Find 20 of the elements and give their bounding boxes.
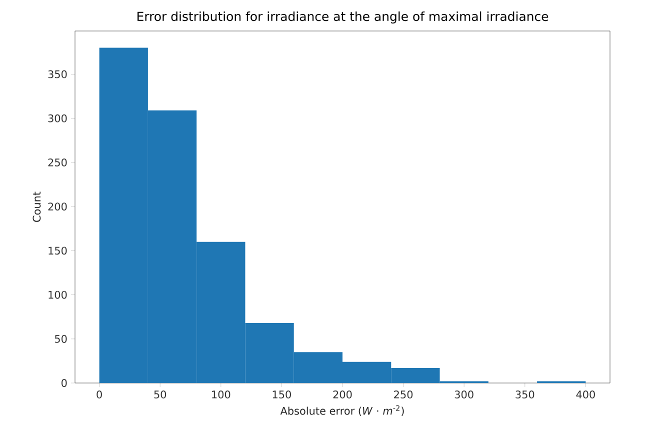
- x-tick-label: 50: [154, 390, 166, 398]
- x-tick-label: 200: [333, 390, 352, 398]
- x-tick-label: 300: [454, 390, 474, 398]
- x-tick-label: 0: [96, 390, 102, 398]
- x-tick-label: 100: [212, 390, 230, 398]
- x-tick-label: 350: [516, 390, 534, 398]
- y-tick-label: 0: [62, 379, 67, 387]
- y-axis-title: Count: [32, 192, 41, 222]
- y-tick-label: 100: [48, 290, 67, 299]
- y-tick-label: 250: [48, 158, 67, 166]
- x-axis-title: Absolute error (W · m$^{-2}$): [280, 405, 404, 416]
- y-tick-label: 50: [54, 334, 67, 343]
- y-tick-label: 200: [48, 202, 67, 211]
- x-tick-label: 250: [394, 390, 413, 398]
- chart-title: Error distribution for irradiance at the angle of maximal irradiance: [138, 11, 548, 24]
- x-tick-label: 150: [272, 390, 291, 398]
- x-tick-label: 400: [576, 390, 595, 398]
- y-tick-label: 350: [48, 70, 67, 78]
- y-tick-label: 150: [48, 246, 67, 255]
- y-tick-label: 300: [48, 114, 67, 122]
